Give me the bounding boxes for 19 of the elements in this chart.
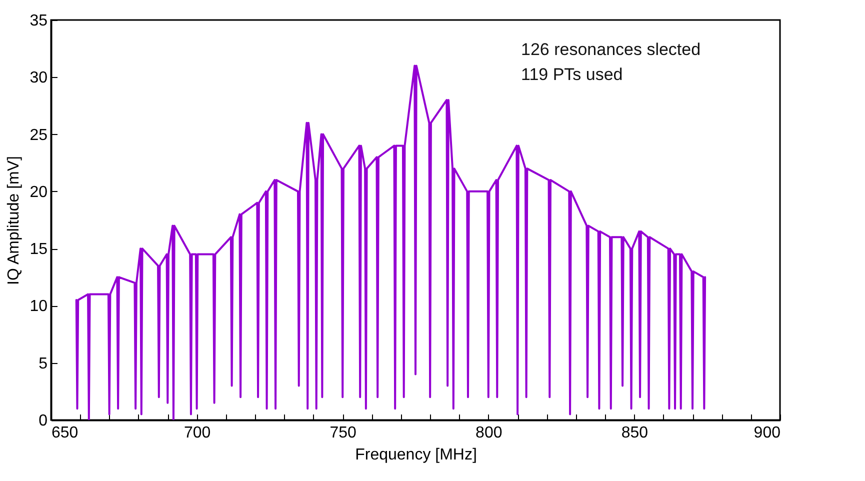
line-series [75, 64, 706, 420]
x-tick-label: 800 [476, 424, 502, 442]
y-tick-label: 0 [38, 412, 48, 430]
y-tick-label: 5 [38, 355, 48, 372]
x-tick-label: 750 [330, 424, 357, 442]
x-tick-label: 850 [621, 424, 648, 442]
annotation: 126 resonances slected [521, 40, 701, 59]
y-tick-label: 20 [30, 184, 48, 201]
y-tick-label: 35 [30, 12, 48, 30]
y-axis-title: IQ Amplitude [mV] [6, 156, 23, 285]
y-tick-label: 15 [30, 241, 48, 258]
x-axis-title: Frequency [MHz] [355, 446, 477, 464]
x-tick-label: 700 [184, 424, 211, 442]
annotation: 119 PTs used [521, 65, 623, 84]
y-tick-label: 25 [30, 126, 48, 144]
y-tick-label: 30 [30, 70, 48, 87]
x-tick-label: 650 [52, 424, 78, 442]
x-tick-label: 900 [754, 424, 781, 442]
y-tick-label: 10 [30, 298, 48, 316]
